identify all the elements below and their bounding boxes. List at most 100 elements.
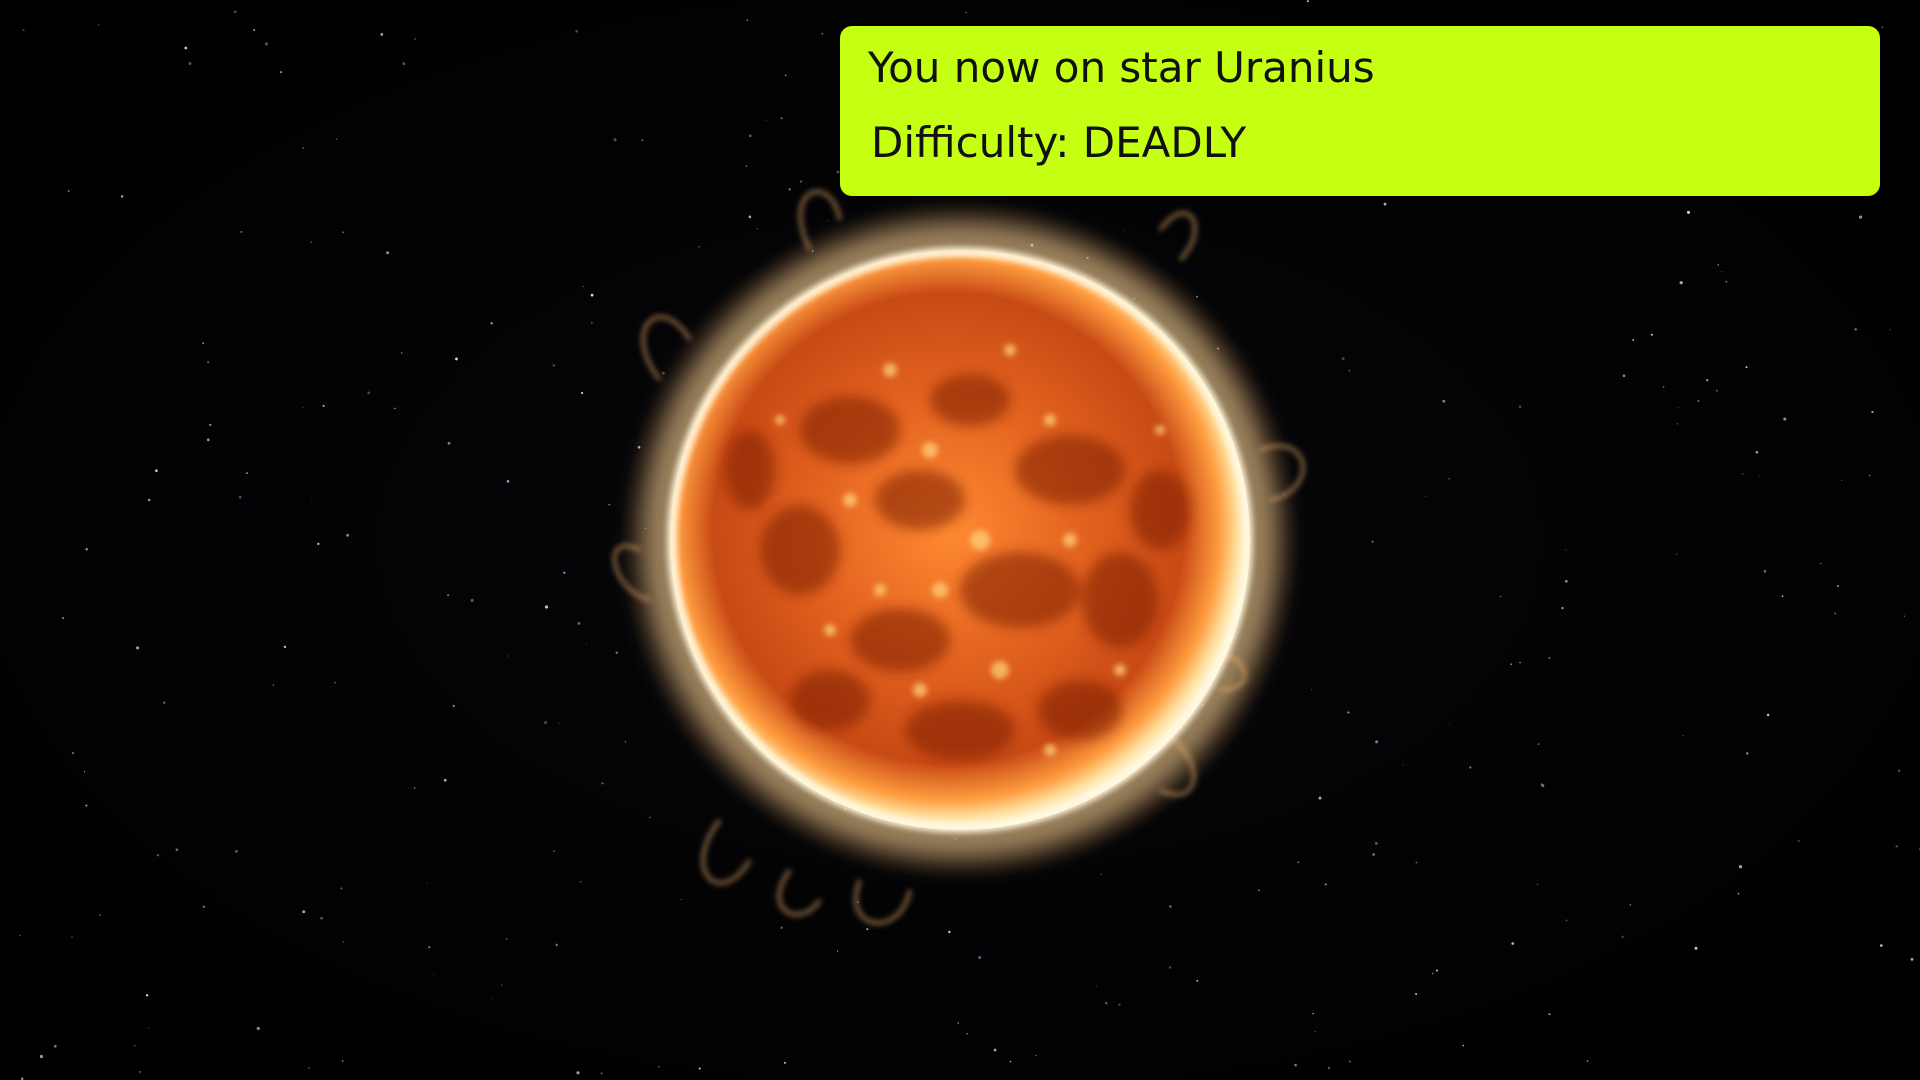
background-star <box>1035 1054 1037 1057</box>
background-star <box>1881 26 1884 29</box>
background-star <box>138 1070 141 1073</box>
background-star <box>1586 1060 1589 1062</box>
background-star <box>133 1045 136 1047</box>
background-star <box>1540 783 1543 785</box>
background-star <box>698 246 700 248</box>
background-star <box>1499 595 1502 598</box>
background-star <box>1564 579 1568 583</box>
background-star <box>317 542 320 546</box>
background-star <box>506 480 510 483</box>
background-star <box>20 1077 24 1080</box>
background-star <box>1095 985 1097 987</box>
background-star <box>577 622 581 625</box>
background-star <box>580 881 582 883</box>
background-star <box>1781 595 1784 598</box>
background-star <box>402 62 406 66</box>
background-star <box>600 1072 603 1075</box>
background-star <box>272 684 275 686</box>
background-star <box>1897 769 1901 773</box>
background-star <box>1745 366 1748 369</box>
background-star <box>965 12 967 14</box>
background-star <box>1725 280 1728 283</box>
background-star <box>256 1026 260 1031</box>
background-star <box>322 404 325 408</box>
background-star <box>821 32 824 35</box>
background-star <box>1324 883 1327 886</box>
background-star <box>253 29 256 31</box>
background-star <box>302 910 306 914</box>
background-star <box>302 406 304 409</box>
background-star <box>1738 865 1743 869</box>
background-star <box>1435 969 1439 972</box>
background-star <box>1168 966 1172 969</box>
background-star <box>1124 229 1126 231</box>
background-star <box>71 936 73 938</box>
background-star <box>1118 1003 1121 1006</box>
background-star <box>490 322 493 325</box>
background-star <box>1717 264 1719 266</box>
background-star <box>1448 477 1451 480</box>
background-star <box>553 850 555 852</box>
background-star <box>788 188 791 191</box>
background-star <box>62 617 64 619</box>
background-star <box>86 551 88 553</box>
background-star <box>582 286 584 287</box>
background-star <box>586 643 587 645</box>
background-star <box>746 19 749 22</box>
background-star <box>83 770 86 773</box>
background-star <box>184 46 188 50</box>
background-star <box>19 934 21 936</box>
background-star <box>492 998 494 1000</box>
background-star <box>1565 919 1568 922</box>
background-star <box>264 42 268 46</box>
background-star <box>334 682 336 684</box>
background-star <box>575 29 579 33</box>
background-star <box>1721 270 1723 273</box>
background-star <box>1432 972 1434 975</box>
background-star <box>978 956 982 959</box>
background-star <box>827 220 829 222</box>
background-star <box>1341 357 1345 361</box>
background-star <box>1763 569 1767 573</box>
current-star-label: You now on star Uranius <box>868 43 1375 92</box>
background-star <box>552 364 556 367</box>
background-star <box>341 1060 344 1062</box>
background-star <box>380 32 384 36</box>
background-star <box>188 62 192 65</box>
background-star <box>1518 405 1522 408</box>
background-star <box>590 293 594 297</box>
background-star <box>1415 992 1418 996</box>
background-star <box>433 973 435 975</box>
background-star <box>120 195 124 198</box>
background-star <box>1374 841 1378 845</box>
background-star <box>1009 1060 1012 1063</box>
background-star <box>500 984 503 986</box>
background-star <box>85 548 88 551</box>
background-star <box>507 655 508 657</box>
background-star <box>1868 474 1871 477</box>
background-star <box>207 360 210 364</box>
background-star <box>1746 752 1749 755</box>
background-star <box>1820 562 1822 565</box>
background-star <box>1306 0 1309 3</box>
background-star <box>993 1048 997 1052</box>
background-star <box>1679 281 1683 285</box>
background-star <box>800 180 803 183</box>
background-star <box>1258 889 1260 891</box>
background-star <box>836 950 839 952</box>
background-star <box>1548 656 1551 659</box>
difficulty-label: Difficulty: DEADLY <box>871 118 1247 167</box>
background-star <box>202 342 205 345</box>
background-star <box>240 230 243 233</box>
background-star <box>1766 713 1770 717</box>
background-star <box>1565 549 1567 551</box>
background-star <box>394 407 396 410</box>
background-star <box>234 849 238 853</box>
background-star <box>1424 496 1426 497</box>
background-star <box>1871 411 1874 414</box>
background-star <box>1196 979 1199 982</box>
background-star <box>1755 450 1759 454</box>
background-star <box>414 38 416 40</box>
background-star <box>1663 386 1665 388</box>
background-star <box>544 605 549 609</box>
